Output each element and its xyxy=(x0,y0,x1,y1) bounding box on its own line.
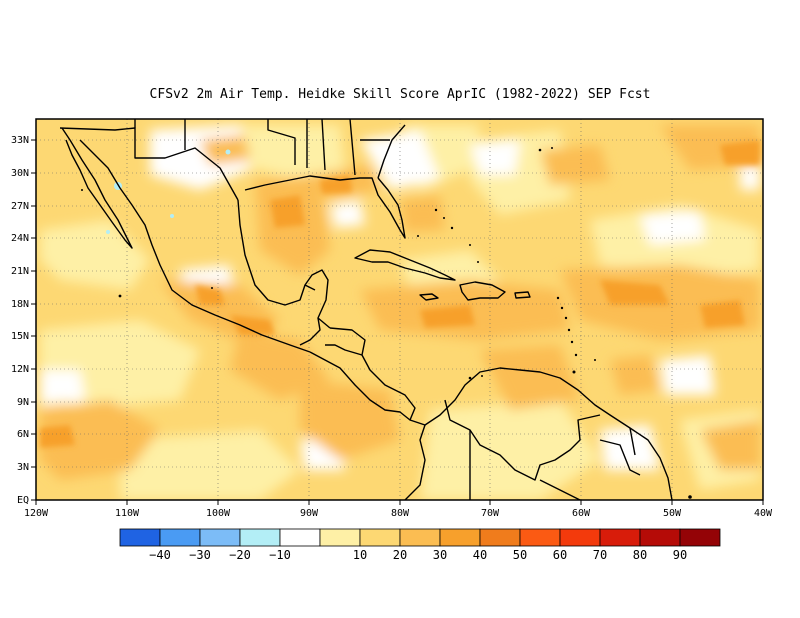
colorbar: −40 −30 −20 −10 10 20 30 40 50 60 70 80 90 xyxy=(119,528,721,562)
x-tick-label: 50W xyxy=(663,508,682,519)
y-tick-label: 24N xyxy=(11,233,29,244)
islands xyxy=(81,147,692,499)
colorbar-label: 30 xyxy=(433,548,447,562)
colorbar-label: −40 xyxy=(149,548,171,562)
colorbar-label: −30 xyxy=(189,548,211,562)
skill-field xyxy=(36,119,763,500)
x-tick-label: 80W xyxy=(391,508,410,519)
colorbar-label: 20 xyxy=(393,548,407,562)
colorbar-label: −10 xyxy=(269,548,291,562)
colorbar-label: 80 xyxy=(633,548,647,562)
x-tick-label: 70W xyxy=(481,508,500,519)
colorbar-label: −20 xyxy=(229,548,251,562)
colorbar-label: 70 xyxy=(593,548,607,562)
y-tick-label: 6N xyxy=(17,429,29,440)
x-tick-label: 40W xyxy=(754,508,773,519)
colorbar-label: 60 xyxy=(553,548,567,562)
map-title: CFSv2 2m Air Temp. Heidke Skill Score Ap… xyxy=(149,87,651,102)
x-tick-label: 90W xyxy=(300,508,319,519)
colorbar-swatch xyxy=(239,528,281,547)
colorbar-label: 50 xyxy=(513,548,527,562)
colorbar-swatch xyxy=(399,528,441,547)
y-tick-label: 9N xyxy=(17,397,29,408)
colorbar-swatch xyxy=(559,528,601,547)
x-tick-label: 100W xyxy=(206,508,231,519)
y-tick-label: 30N xyxy=(11,168,29,179)
y-tick-label: 27N xyxy=(11,201,29,212)
tick-marks xyxy=(31,139,764,505)
colorbar-swatch xyxy=(119,528,161,547)
y-tick-label: 15N xyxy=(11,331,29,342)
y-tick-label: 33N xyxy=(11,135,29,146)
colorbar-swatch xyxy=(479,528,521,547)
colorbar-label: 40 xyxy=(473,548,487,562)
colorbar-swatch xyxy=(439,528,481,547)
coastlines xyxy=(59,119,673,500)
x-tick-label: 120W xyxy=(24,508,49,519)
colorbar-swatch xyxy=(319,528,361,547)
colorbar-swatch xyxy=(599,528,641,547)
colorbar-label: 10 xyxy=(353,548,367,562)
colorbar-swatch xyxy=(519,528,561,547)
colorbar-swatch xyxy=(279,528,321,547)
colorbar-swatch xyxy=(639,528,681,547)
x-tick-label: 110W xyxy=(115,508,140,519)
colorbar-swatch xyxy=(199,528,241,547)
colorbar-label: 90 xyxy=(673,548,687,562)
y-tick-label: 18N xyxy=(11,299,29,310)
y-tick-label: 21N xyxy=(11,266,29,277)
y-tick-label: 3N xyxy=(17,462,29,473)
y-tick-label: 12N xyxy=(11,364,29,375)
colorbar-swatch xyxy=(679,528,721,547)
colorbar-swatch xyxy=(359,528,401,547)
x-tick-label: 60W xyxy=(572,508,591,519)
colorbar-swatch xyxy=(159,528,201,547)
y-tick-label: EQ xyxy=(17,495,29,506)
